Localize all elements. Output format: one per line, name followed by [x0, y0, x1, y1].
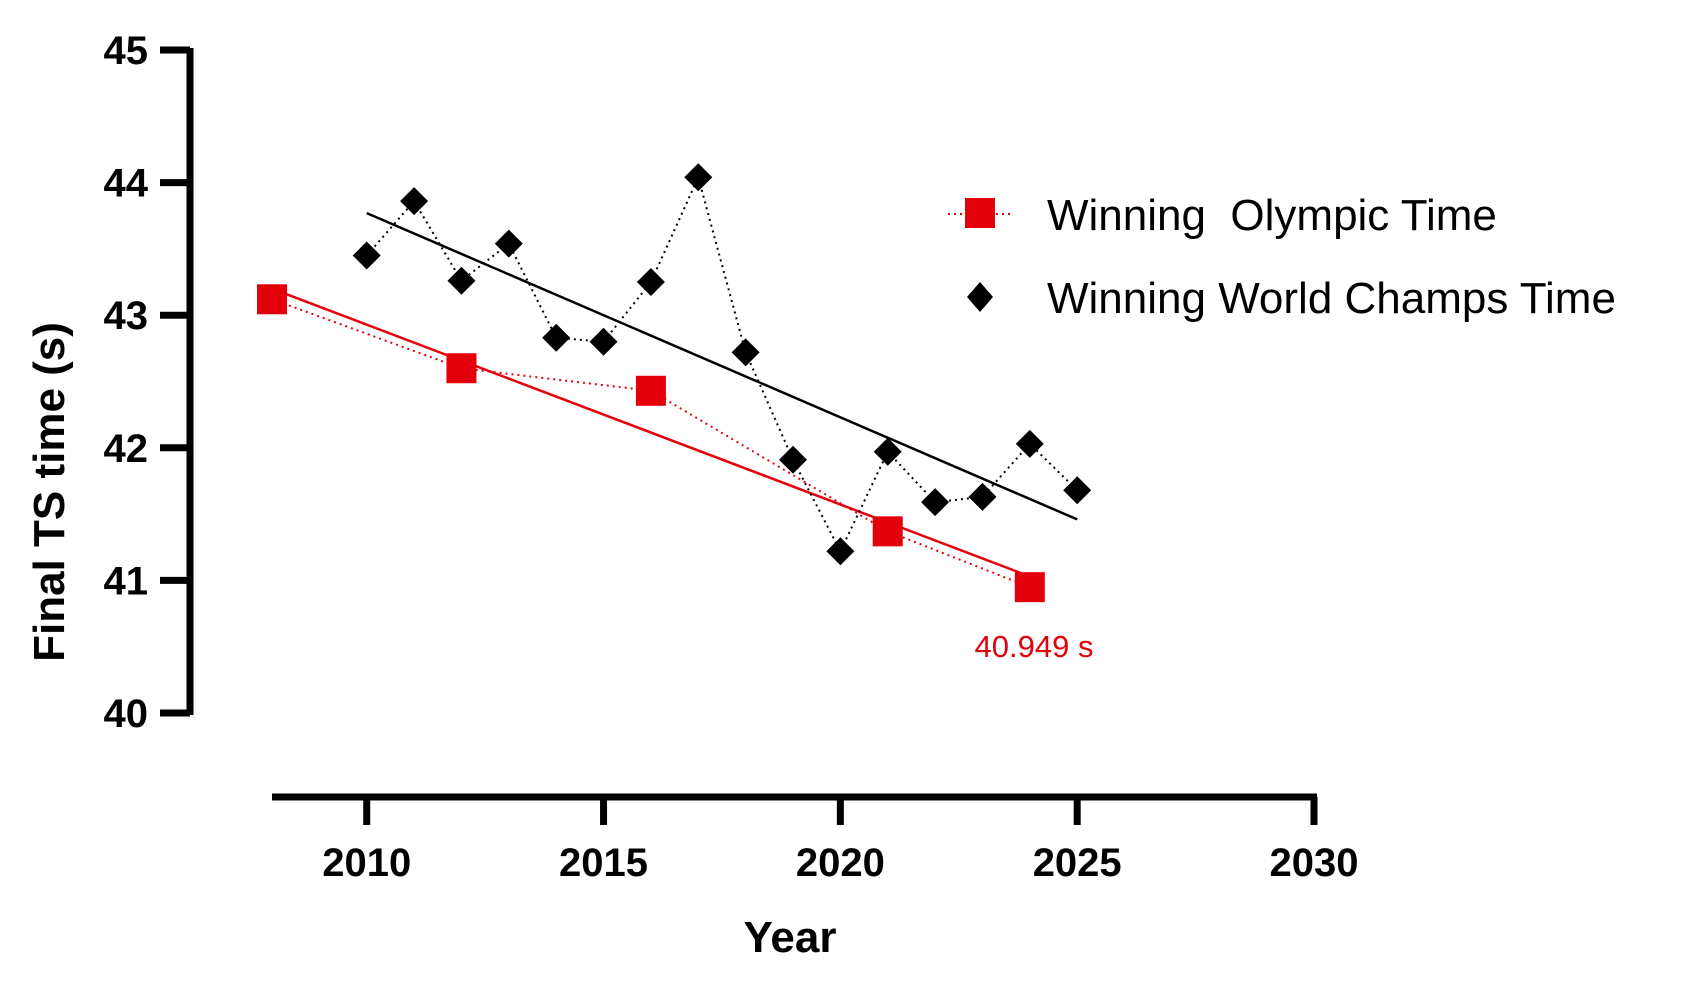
olympic-point-2008	[257, 284, 287, 315]
legend-entry-world-champs: Winning World Champs Time	[967, 274, 1616, 323]
legend-entry-olympic: Winning Olympic Time	[948, 191, 1497, 240]
x-tick-label-2015: 2015	[559, 841, 648, 885]
olympic-point-2012	[446, 353, 477, 384]
y-tick-label-44: 44	[104, 162, 149, 206]
y-tick-label-45: 45	[104, 29, 149, 73]
y-tick-label-43: 43	[104, 294, 149, 338]
y-tick-label-40: 40	[104, 692, 149, 736]
legend-olympic-label: Winning Olympic Time	[1047, 191, 1497, 240]
series-line-olympic	[271, 298, 1031, 589]
world-champs-point-2018	[731, 338, 760, 367]
legend-world-champs-label: Winning World Champs Time	[1047, 274, 1616, 323]
axes: 40 41 42 43 44 45 2010 2015 2020 2025 2030	[104, 29, 1359, 885]
world-champs-point-2025	[1063, 476, 1092, 505]
annotation-olympic-2024: 40.949 s	[975, 629, 1094, 664]
x-axis-title: Year	[744, 913, 837, 962]
world-champs-point-2015	[589, 327, 618, 356]
trendline-world-champs	[366, 211, 1078, 521]
x-tick-label-2020: 2020	[796, 841, 885, 885]
world-champs-point-2024	[1015, 429, 1044, 458]
markers	[257, 163, 1092, 603]
x-tick-label-2025: 2025	[1033, 841, 1122, 885]
world-champs-point-2017	[684, 163, 713, 192]
world-champs-point-2011	[400, 187, 429, 216]
world-champs-point-2016	[636, 268, 665, 297]
world-champs-point-2013	[494, 229, 523, 258]
legend: Winning Olympic Time Winning World Champ…	[948, 191, 1616, 323]
x-tick-label-2030: 2030	[1270, 841, 1359, 885]
world-champs-point-2022	[921, 488, 950, 517]
trendline-olympic	[271, 287, 1031, 578]
world-champs-point-2014	[542, 323, 571, 352]
olympic-point-2021	[872, 516, 903, 547]
world-champs-point-2019	[779, 445, 807, 474]
x-tick-label-2010: 2010	[322, 841, 411, 885]
legend-world-champs-marker	[967, 282, 993, 312]
world-champs-point-2021	[873, 437, 902, 466]
legend-olympic-marker	[965, 198, 995, 228]
trendlines	[271, 211, 1078, 578]
world-champs-point-2012	[447, 266, 476, 295]
world-champs-point-2020	[826, 537, 855, 566]
olympic-point-2016	[635, 375, 666, 406]
olympic-point-2024	[1014, 572, 1045, 603]
y-tick-label-41: 41	[104, 559, 149, 603]
series-lines	[271, 174, 1078, 589]
y-tick-label-42: 42	[104, 427, 149, 471]
world-champs-point-2023	[968, 482, 997, 511]
y-axis-title: Final TS time (s)	[25, 322, 74, 662]
world-champs-point-2010	[352, 241, 381, 270]
